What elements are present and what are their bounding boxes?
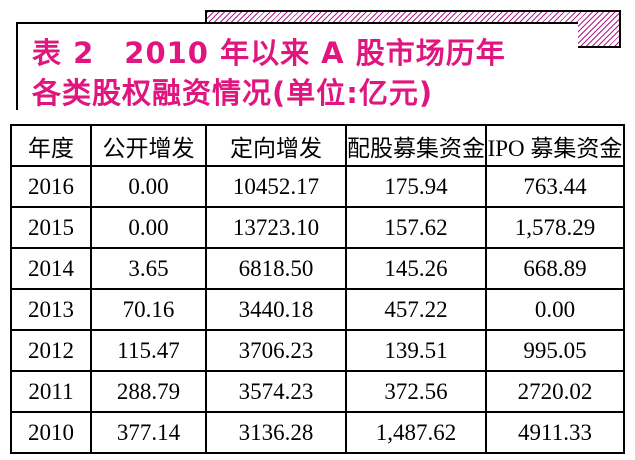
table-row: 2015 0.00 13723.10 157.62 1,578.29 (10, 206, 625, 249)
column-header: 公开增发 (90, 124, 207, 167)
table-cell: 3440.18 (205, 288, 347, 331)
table-cell: 115.47 (90, 329, 207, 372)
column-header: IPO 募集资金 (485, 124, 625, 167)
table-row: 2010 377.14 3136.28 1,487.62 4911.33 (10, 411, 625, 454)
table-cell: 2011 (10, 370, 92, 413)
table-cell: 0.00 (485, 288, 625, 331)
title-box: 表 2 2010 年以来 A 股市场历年 各类股权融资情况(单位:亿元) (16, 22, 578, 110)
table-row: 2016 0.00 10452.17 175.94 763.44 (10, 165, 625, 208)
table-cell: 2016 (10, 165, 92, 208)
table-cell: 3136.28 (205, 411, 347, 454)
table-cell: 175.94 (345, 165, 487, 208)
table-cell: 13723.10 (205, 206, 347, 249)
table-cell: 457.22 (345, 288, 487, 331)
table-cell: 3.65 (90, 247, 207, 290)
table-cell: 3706.23 (205, 329, 347, 372)
table-cell: 1,487.62 (345, 411, 487, 454)
table-cell: 3574.23 (205, 370, 347, 413)
table-cell: 6818.50 (205, 247, 347, 290)
table-body: 2016 0.00 10452.17 175.94 763.44 2015 0.00 1372… (10, 165, 625, 454)
table-cell: 145.26 (345, 247, 487, 290)
table-cell: 2010 (10, 411, 92, 454)
table-cell: 2013 (10, 288, 92, 331)
table-cell: 70.16 (90, 288, 207, 331)
table-cell: 157.62 (345, 206, 487, 249)
table-cell: 372.56 (345, 370, 487, 413)
table-cell: 2720.02 (485, 370, 625, 413)
table-cell: 377.14 (90, 411, 207, 454)
table-cell: 10452.17 (205, 165, 347, 208)
table-row: 2011 288.79 3574.23 372.56 2720.02 (10, 370, 625, 413)
column-header: 定向增发 (205, 124, 347, 167)
table-cell: 1,578.29 (485, 206, 625, 249)
table-cell: 0.00 (90, 206, 207, 249)
table-cell: 995.05 (485, 329, 625, 372)
column-header: 年度 (10, 124, 92, 167)
title-line: 表 2 2010 年以来 A 股市场历年 (32, 36, 506, 70)
header-row: 年度 公开增发 定向增发 配股募集资金 IPO 募集资金 (10, 124, 625, 167)
data-table: 年度 公开增发 定向增发 配股募集资金 IPO 募集资金 2016 0.00 10452.1… (10, 124, 625, 454)
table-row: 2014 3.65 6818.50 145.26 668.89 (10, 247, 625, 290)
table-cell: 288.79 (90, 370, 207, 413)
table-cell: 2012 (10, 329, 92, 372)
table-cell: 763.44 (485, 165, 625, 208)
table-cell: 2015 (10, 206, 92, 249)
table-cell: 4911.33 (485, 411, 625, 454)
table-cell: 668.89 (485, 247, 625, 290)
table-cell: 139.51 (345, 329, 487, 372)
title-line: 各类股权融资情况(单位:亿元) (32, 76, 434, 110)
table-row: 2013 70.16 3440.18 457.22 0.00 (10, 288, 625, 331)
table-cell: 2014 (10, 247, 92, 290)
column-header: 配股募集资金 (345, 124, 487, 167)
table-row: 2012 115.47 3706.23 139.51 995.05 (10, 329, 625, 372)
table-cell: 0.00 (90, 165, 207, 208)
